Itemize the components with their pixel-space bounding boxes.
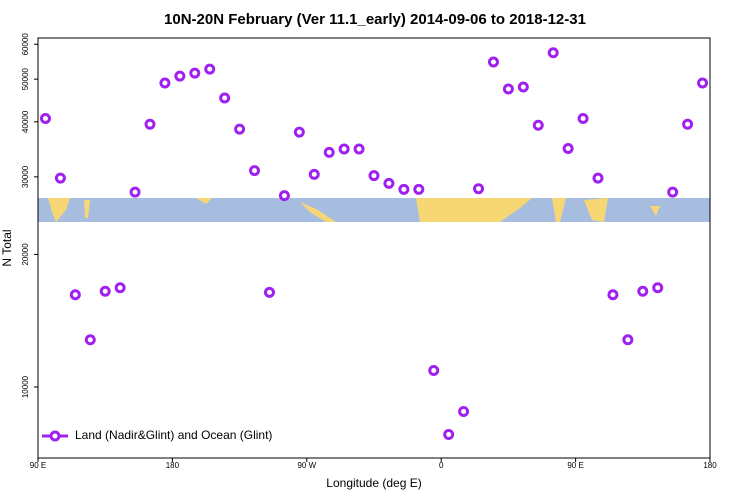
point (517, 81, 529, 93)
y-tick-label: 30000 (21, 165, 30, 188)
point (159, 77, 171, 89)
y-tick-label: 50000 (21, 67, 30, 90)
point (622, 334, 634, 346)
point (293, 126, 305, 138)
x-tick-label: 90 E (567, 461, 583, 470)
point (637, 285, 649, 297)
x-axis-label: Longitude (deg E) (326, 476, 421, 490)
y-tick-label: 20000 (21, 243, 30, 266)
point (84, 334, 96, 346)
point (263, 286, 275, 298)
point (473, 183, 485, 195)
point (697, 77, 709, 89)
plot-frame (37, 37, 711, 459)
map-land (650, 206, 660, 216)
map-land (84, 200, 90, 218)
point (458, 405, 470, 417)
point (413, 183, 425, 195)
x-tick-label: 0 (439, 461, 444, 470)
point (278, 190, 290, 202)
point (99, 285, 111, 297)
point (219, 92, 231, 104)
point (383, 177, 395, 189)
map-land (416, 198, 532, 222)
point (308, 168, 320, 180)
point (562, 142, 574, 154)
point (129, 186, 141, 198)
y-tick-label: 60000 (21, 33, 30, 56)
point (487, 56, 499, 68)
point (54, 172, 66, 184)
point (114, 282, 126, 294)
point (592, 172, 604, 184)
y-tick-label: 10000 (21, 375, 30, 398)
point (323, 146, 335, 158)
point (353, 143, 365, 155)
map-land (300, 202, 336, 222)
point (652, 282, 664, 294)
chart-title: 10N-20N February (Ver 11.1_early) 2014-0… (164, 11, 586, 28)
point (69, 289, 81, 301)
x-tick-label: 90 E (30, 461, 46, 470)
map-land (48, 198, 70, 222)
point (368, 170, 380, 182)
map-land (584, 198, 608, 222)
x-tick-label: 90 W (297, 461, 316, 470)
point (398, 183, 410, 195)
y-tick-label: 40000 (21, 110, 30, 133)
map-land (196, 198, 212, 204)
point (502, 83, 514, 95)
point (39, 113, 51, 125)
point (174, 70, 186, 82)
point (204, 63, 216, 75)
point (189, 67, 201, 79)
map-strip (38, 198, 710, 222)
point (443, 429, 455, 441)
legend-marker (49, 430, 61, 442)
legend-label: Land (Nadir&Glint) and Ocean (Glint) (75, 428, 272, 442)
x-tick-label: 180 (703, 461, 717, 470)
x-tick-label: 180 (166, 461, 180, 470)
map-land (552, 198, 566, 222)
point (234, 123, 246, 135)
point (682, 118, 694, 130)
y-axis-label: N Total (0, 229, 14, 266)
point (532, 119, 544, 131)
point (607, 289, 619, 301)
point (547, 47, 559, 59)
point (338, 143, 350, 155)
point (144, 118, 156, 130)
point (577, 113, 589, 125)
point (249, 165, 261, 177)
point (428, 365, 440, 377)
point (667, 186, 679, 198)
map-ocean (38, 198, 710, 222)
